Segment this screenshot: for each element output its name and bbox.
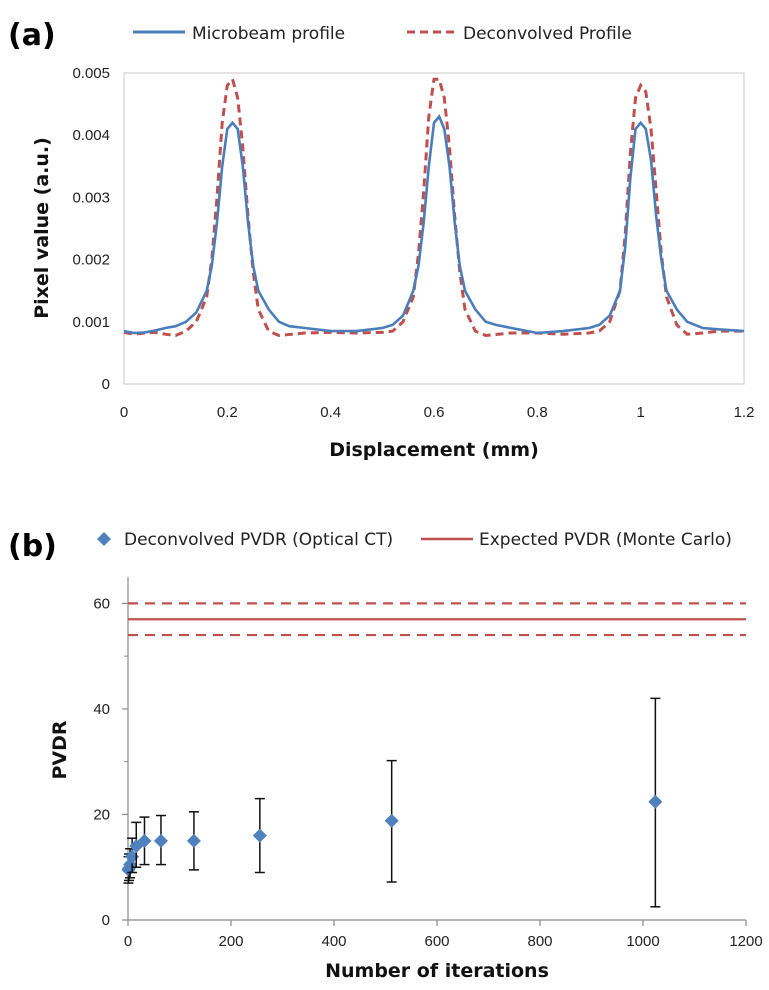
x-tick-label-a: 0.6 xyxy=(424,404,445,421)
plot-area-b: 0 20 40 60 0 200 400 600 800 1000 1200 xyxy=(93,577,763,950)
x-tick-label-b: 200 xyxy=(218,933,243,950)
y-tick-label-a: 0.001 xyxy=(72,314,110,331)
x-tick-label-a: 1 xyxy=(636,404,644,421)
pvdr-points xyxy=(121,697,663,908)
pvdr-point xyxy=(186,833,201,848)
chart-panel-a: (a) Microbeam profile Deconvolved Profil… xyxy=(8,18,754,461)
y-tick-label-b: 20 xyxy=(93,806,110,823)
series-line-deconvolved xyxy=(123,76,744,338)
plot-frame-a xyxy=(123,72,745,385)
plot-area-a: 0 0.001 0.002 0.003 0.004 0.005 0 0.2 0.4 0.6 0.8… xyxy=(72,65,754,421)
legend-label-microbeam: Microbeam profile xyxy=(192,24,345,44)
x-tick-label-a: 0.2 xyxy=(217,404,238,421)
y-axis-title-a: Pixel value (a.u.) xyxy=(31,137,53,319)
pvdr-point xyxy=(252,828,267,843)
y-tick-label-a: 0 xyxy=(102,376,110,393)
x-axis-title-a: Displacement (mm) xyxy=(329,439,539,461)
x-tick-label-b: 800 xyxy=(527,933,552,950)
x-tick-label-a: 1.2 xyxy=(734,404,755,421)
y-tick-label-b: 60 xyxy=(93,595,110,612)
y-tick-label-a: 0.003 xyxy=(72,189,110,206)
legend-swatch-deconvolved-pvdr xyxy=(97,532,111,546)
y-ticks-b: 0 20 40 60 xyxy=(93,595,128,929)
x-tick-label-a: 0 xyxy=(120,404,128,421)
pvdr-point xyxy=(137,833,152,848)
x-tick-label-b: 1000 xyxy=(626,933,659,950)
pvdr-point xyxy=(648,794,663,809)
pvdr-point xyxy=(384,813,399,828)
panel-a-label: (a) xyxy=(8,18,56,53)
x-axis-title-b: Number of iterations xyxy=(325,960,549,982)
chart-panel-b: (b) Deconvolved PVDR (Optical CT) Expect… xyxy=(8,529,763,982)
y-tick-label-b: 0 xyxy=(102,912,110,929)
x-ticks-a: 0 0.2 0.4 0.6 0.8 1 1.2 xyxy=(120,404,755,421)
expected-pvdr-lines xyxy=(128,602,746,637)
x-tick-label-b: 1200 xyxy=(729,933,762,950)
x-tick-label-b: 400 xyxy=(321,933,346,950)
y-tick-label-a: 0.004 xyxy=(72,127,110,144)
y-axis-title-b: PVDR xyxy=(49,720,71,779)
x-tick-label-b: 0 xyxy=(124,933,132,950)
legend-label-deconvolved: Deconvolved Profile xyxy=(463,24,632,44)
series-line-microbeam xyxy=(123,113,745,335)
x-tick-label-b: 600 xyxy=(424,933,449,950)
legend-b: Deconvolved PVDR (Optical CT) Expected P… xyxy=(97,530,732,550)
x-ticks-b: 0 200 400 600 800 1000 1200 xyxy=(124,920,763,950)
pvdr-point xyxy=(153,833,168,848)
legend-a: Microbeam profile Deconvolved Profile xyxy=(133,24,632,44)
x-tick-label-a: 0.8 xyxy=(527,404,548,421)
legend-label-deconvolved-pvdr: Deconvolved PVDR (Optical CT) xyxy=(124,530,393,550)
x-tick-label-a: 0.4 xyxy=(320,404,341,421)
legend-label-expected-pvdr: Expected PVDR (Monte Carlo) xyxy=(479,530,732,550)
y-tick-label-a: 0.005 xyxy=(72,65,110,82)
y-tick-label-b: 40 xyxy=(93,701,110,718)
y-tick-label-a: 0.002 xyxy=(72,252,110,269)
panel-b-label: (b) xyxy=(8,529,57,564)
y-ticks-a: 0 0.001 0.002 0.003 0.004 0.005 xyxy=(72,65,110,393)
